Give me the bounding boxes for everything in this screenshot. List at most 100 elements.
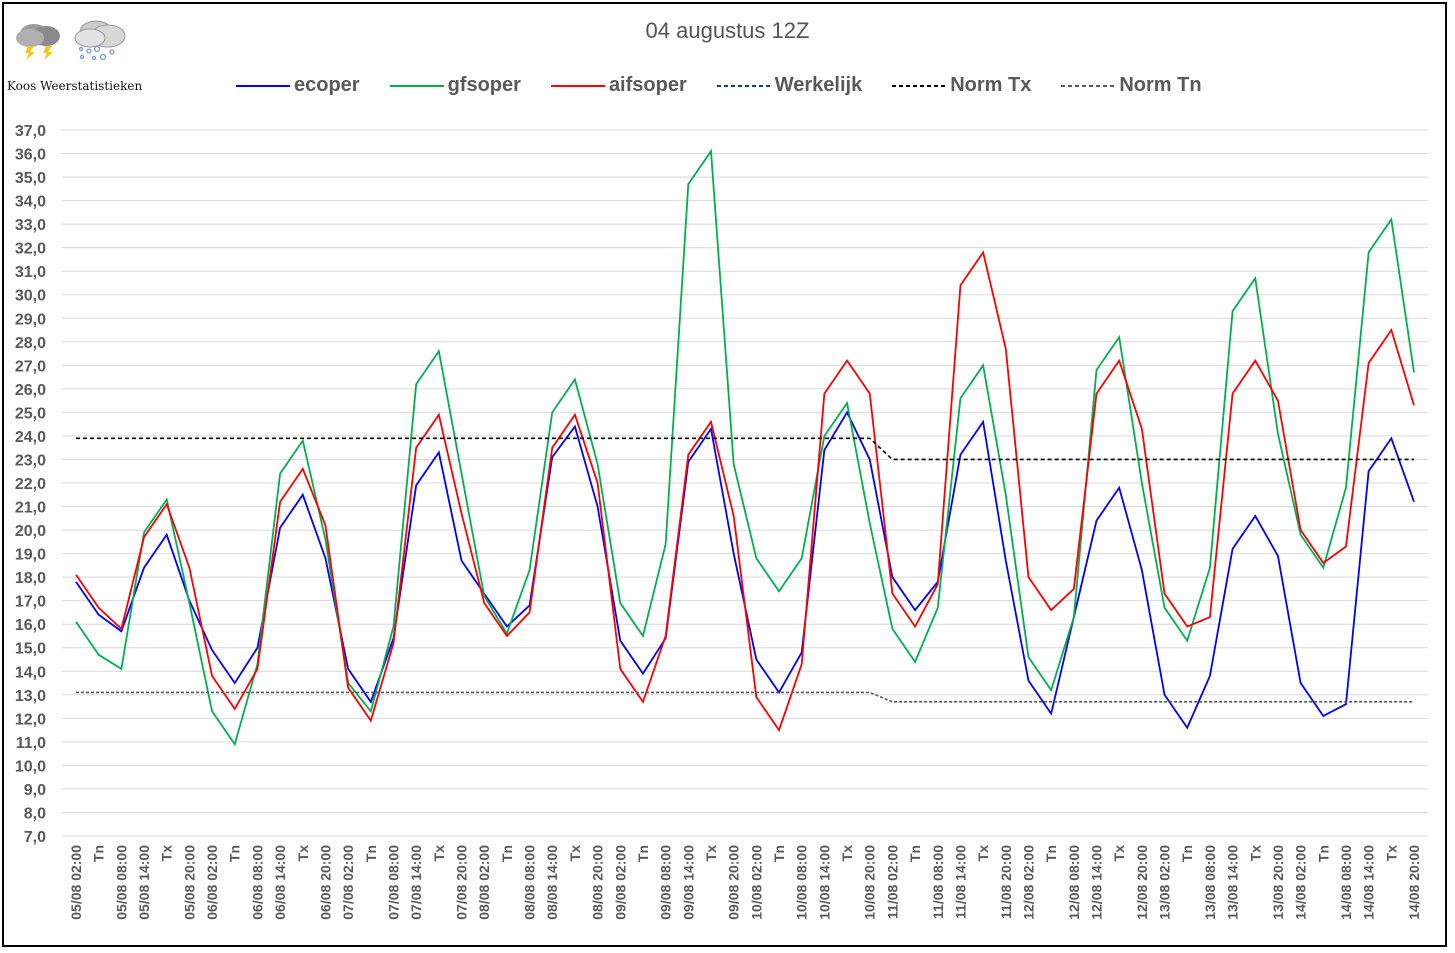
x-tick-label: Tx — [159, 845, 175, 862]
legend-item-ecoper: ecoper — [236, 74, 360, 97]
y-tick-label: 36,0 — [15, 147, 46, 164]
x-tick-label: Tx — [839, 845, 855, 862]
x-tick-label: Tn — [1179, 845, 1195, 862]
x-tick-label: Tx — [1383, 845, 1399, 862]
legend-label: Norm Tx — [950, 74, 1032, 96]
x-tick-label: Tn — [499, 845, 515, 862]
y-tick-label: 10,0 — [15, 758, 46, 775]
x-tick-label: Tx — [1247, 845, 1263, 862]
x-tick-label: 05/08 20:00 — [181, 845, 197, 920]
legend-swatch — [550, 84, 605, 87]
legend-item-norm-tn: Norm Tn — [1061, 74, 1202, 97]
y-tick-label: 35,0 — [15, 170, 46, 187]
x-tick-label: Tn — [771, 845, 787, 862]
y-tick-label: 21,0 — [15, 500, 46, 517]
y-tick-label: 11,0 — [16, 735, 46, 752]
y-tick-label: 37,0 — [15, 123, 46, 140]
y-tick-label: 23,0 — [15, 452, 46, 469]
x-tick-label: 10/08 08:00 — [794, 845, 810, 920]
chart-legend: ecoper gfsoper aifsoper Werkelijk Norm Tx Nor… — [236, 74, 1232, 97]
x-tick-label: 10/08 20:00 — [862, 845, 878, 920]
x-tick-label: 09/08 08:00 — [658, 845, 674, 920]
x-tick-label: 10/08 14:00 — [816, 845, 832, 920]
legend-label: Werkelijk — [774, 74, 863, 96]
x-tick-label: Tx — [975, 845, 991, 862]
legend-item-werkelijk: Werkelijk — [716, 74, 863, 97]
brand-label: Koos Weerstatistieken — [7, 79, 143, 93]
x-tick-label: 12/08 14:00 — [1089, 845, 1105, 920]
x-tick-label: Tx — [703, 845, 719, 862]
x-tick-label: 10/08 02:00 — [748, 845, 764, 920]
legend-swatch — [892, 84, 947, 87]
legend-item-aifsoper: aifsoper — [550, 74, 687, 97]
x-tick-label: 06/08 08:00 — [249, 845, 265, 920]
y-tick-label: 19,0 — [15, 547, 46, 564]
legend-item-gfsoper: gfsoper — [389, 74, 521, 97]
x-tick-label: 09/08 20:00 — [726, 845, 742, 920]
y-tick-label: 17,0 — [15, 594, 46, 611]
y-tick-label: 20,0 — [15, 523, 46, 540]
y-tick-label: 16,0 — [15, 617, 46, 634]
x-tick-label: Tx — [567, 845, 583, 862]
x-tick-label: 05/08 02:00 — [68, 845, 84, 920]
thunderstorm-cloud-icon — [16, 24, 60, 60]
y-tick-label: 14,0 — [15, 664, 46, 681]
x-tick-label: 07/08 14:00 — [408, 845, 424, 920]
x-tick-label: 13/08 14:00 — [1225, 845, 1241, 920]
y-tick-label: 26,0 — [15, 382, 46, 399]
x-tick-label: 11/08 20:00 — [998, 845, 1014, 919]
series-line-gfsoper — [75, 148, 1415, 747]
legend-swatch — [1061, 84, 1116, 87]
legend-label: gfsoper — [447, 74, 521, 96]
x-tick-label: 05/08 08:00 — [113, 845, 129, 920]
x-tick-label: Tx — [295, 845, 311, 862]
y-tick-label: 32,0 — [15, 241, 46, 258]
legend-item-norm-tx: Norm Tx — [892, 74, 1031, 97]
series-line-norm-tx — [76, 437, 1414, 461]
x-tick-label: 11/08 08:00 — [930, 845, 946, 919]
legend-swatch — [236, 84, 290, 87]
x-tick-label: 07/08 08:00 — [385, 845, 401, 920]
y-tick-label: 7,0 — [24, 829, 46, 846]
y-tick-label: 9,0 — [24, 782, 46, 799]
legend-label: Norm Tn — [1119, 74, 1202, 96]
x-tick-label: 14/08 14:00 — [1361, 845, 1377, 920]
y-tick-label: 8,0 — [24, 805, 46, 822]
x-tick-label: Tx — [431, 845, 447, 862]
x-tick-label: 08/08 08:00 — [522, 845, 538, 920]
x-tick-label: 09/08 02:00 — [612, 845, 628, 920]
y-tick-label: 28,0 — [15, 335, 46, 352]
y-tick-label: 24,0 — [15, 429, 46, 446]
x-tick-label: 13/08 08:00 — [1202, 845, 1218, 920]
y-tick-label: 27,0 — [15, 358, 46, 375]
series-line-aifsoper — [75, 250, 1415, 733]
x-tick-label: 11/08 14:00 — [952, 845, 968, 919]
x-tick-label: 08/08 02:00 — [476, 845, 492, 920]
x-tick-label: 09/08 14:00 — [680, 845, 696, 920]
x-tick-label: Tx — [1111, 845, 1127, 862]
x-tick-label: Tn — [635, 845, 651, 862]
y-tick-label: 34,0 — [15, 194, 46, 211]
x-tick-label: 13/08 02:00 — [1157, 845, 1173, 920]
x-tick-label: Tn — [91, 845, 107, 862]
x-tick-label: Tn — [1315, 845, 1331, 862]
x-tick-label: 13/08 20:00 — [1270, 845, 1286, 920]
y-tick-label: 12,0 — [15, 711, 46, 728]
x-tick-label: 11/08 02:00 — [884, 845, 900, 919]
x-tick-label: Tn — [363, 845, 379, 862]
series-line-norm-tn — [76, 691, 1414, 703]
y-tick-label: 18,0 — [15, 570, 46, 587]
y-tick-label: 15,0 — [15, 641, 46, 658]
x-tick-label: 05/08 14:00 — [136, 845, 152, 920]
x-tick-label: 06/08 20:00 — [317, 845, 333, 920]
x-tick-label: 14/08 20:00 — [1406, 845, 1422, 920]
legend-label: aifsoper — [608, 74, 687, 96]
x-tick-label: 08/08 20:00 — [590, 845, 606, 920]
x-tick-label: Tn — [907, 845, 923, 862]
y-tick-label: 22,0 — [15, 476, 46, 493]
y-tick-label: 13,0 — [15, 688, 46, 705]
legend-swatch — [389, 84, 444, 87]
x-tick-label: 12/08 02:00 — [1020, 845, 1036, 920]
